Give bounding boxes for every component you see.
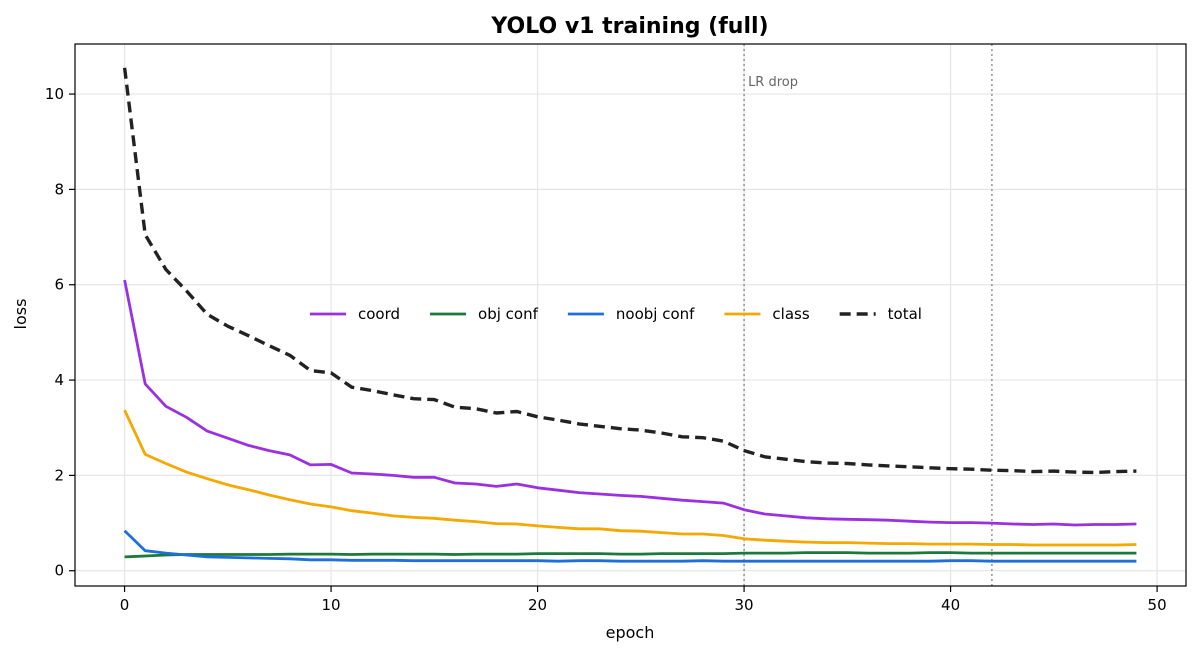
lr-drop-label: LR drop [748, 75, 798, 90]
plot-frame [74, 43, 1187, 587]
series-line-obj-conf [124, 551, 1137, 559]
series-line-class [123, 409, 1137, 547]
series-line-noobj-conf [123, 529, 1137, 563]
x-tick-label: 20 [528, 596, 547, 614]
x-tick-label: 10 [322, 596, 341, 614]
grid [75, 44, 1186, 586]
series-lines [122, 67, 1137, 563]
x-tick-label: 50 [1148, 596, 1167, 614]
x-tick-label: 0 [120, 596, 130, 614]
legend-label-noobj-conf: noobj conf [616, 305, 695, 323]
legend-label-class: class [772, 305, 809, 323]
y-tick-label: 8 [54, 180, 64, 198]
series-line-coord [123, 279, 1137, 527]
y-tick-label: 6 [54, 276, 64, 294]
series-line-total [122, 67, 1137, 475]
legend-label-total: total [888, 305, 922, 323]
legend-label-obj-conf: obj conf [478, 305, 539, 323]
x-axis-label: epoch [606, 623, 655, 642]
x-tick-label: 40 [941, 596, 960, 614]
axis-ticks: 0 10 20 30 40 50 0 2 4 6 8 10 [45, 85, 1167, 614]
y-tick-label: 10 [45, 85, 64, 103]
y-tick-label: 2 [54, 466, 64, 484]
legend-label-coord: coord [358, 305, 400, 323]
y-tick-label: 4 [54, 371, 64, 389]
y-axis-label: loss [11, 299, 30, 330]
legend: coord obj conf noobj conf class total [310, 305, 922, 323]
y-tick-label: 0 [54, 562, 64, 580]
chart-title: YOLO v1 training (full) [490, 14, 768, 39]
x-tick-label: 30 [735, 596, 754, 614]
